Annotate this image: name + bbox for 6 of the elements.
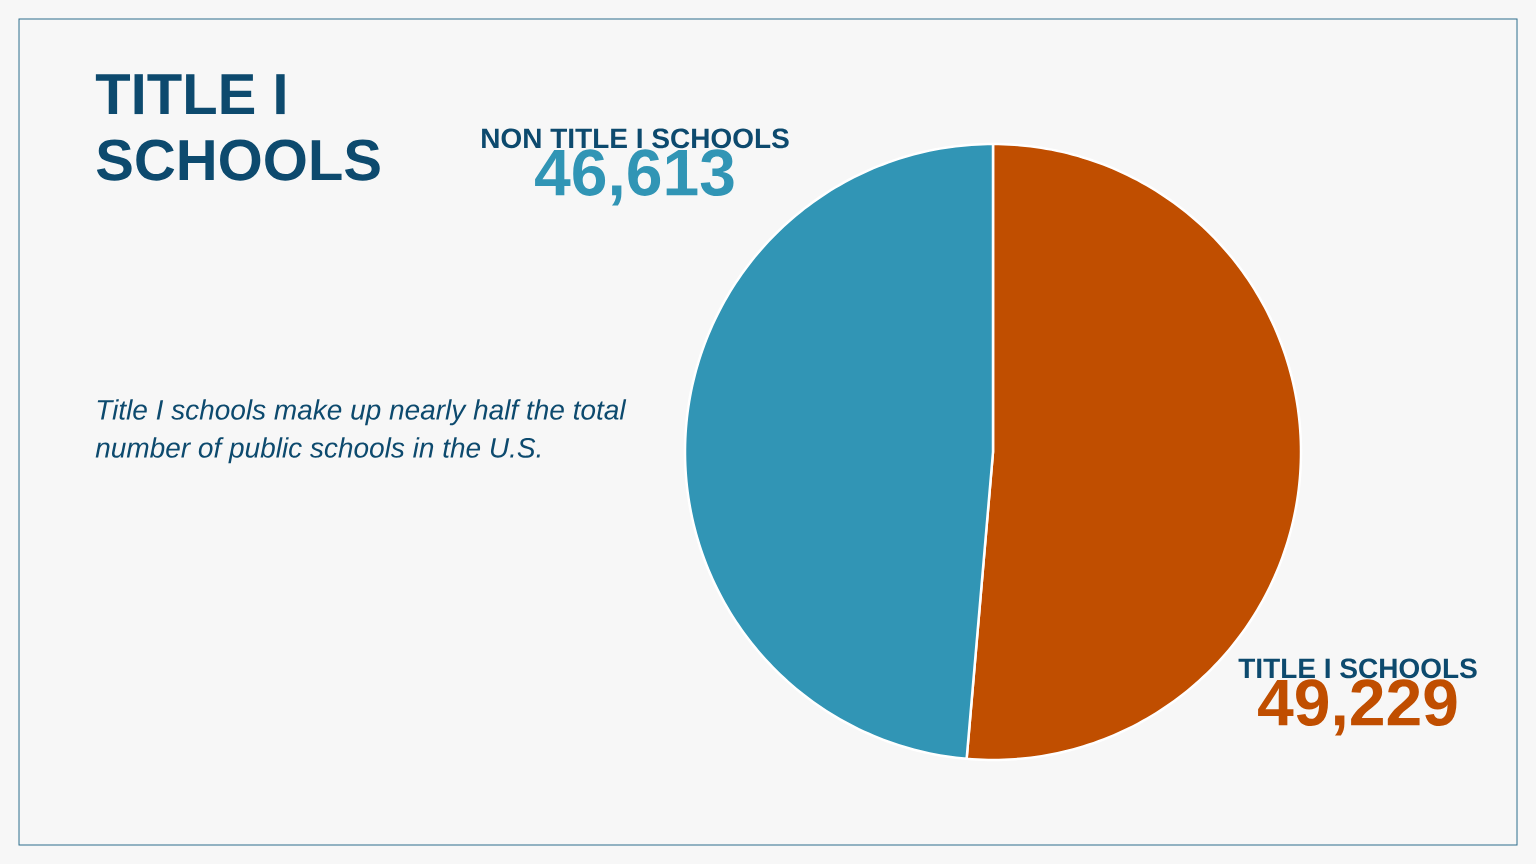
slice-label: NON TITLE I SCHOOLS [482,128,789,149]
data-label: 46,613 [535,149,734,206]
data-label: 49,229 [1258,679,1457,736]
slice-label: TITLE I SCHOOLS [1238,658,1477,679]
chart-title: TITLE I SCHOOLS [95,74,380,181]
text: Title I schools make up nearly half the total number of public schools in the U.S. [95,399,627,464]
